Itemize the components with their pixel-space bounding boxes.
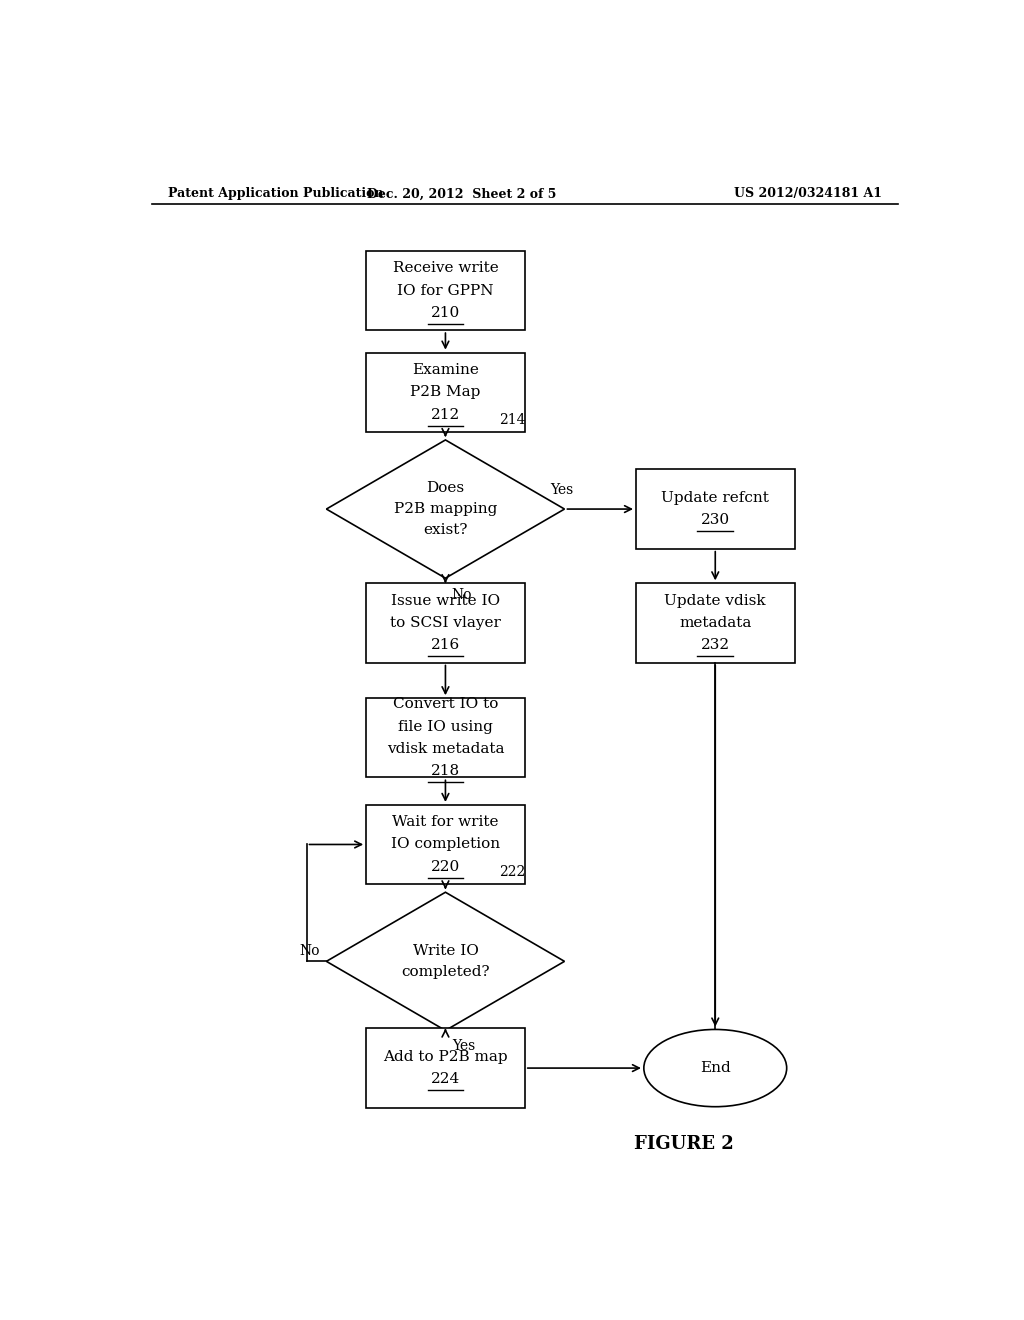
Text: to SCSI vlayer: to SCSI vlayer: [390, 616, 501, 630]
FancyBboxPatch shape: [636, 583, 795, 663]
Text: Convert IO to: Convert IO to: [393, 697, 498, 711]
Text: 218: 218: [431, 764, 460, 779]
Text: 224: 224: [431, 1072, 460, 1086]
Text: Dec. 20, 2012  Sheet 2 of 5: Dec. 20, 2012 Sheet 2 of 5: [367, 187, 556, 201]
FancyBboxPatch shape: [367, 698, 524, 777]
Text: P2B Map: P2B Map: [411, 385, 480, 399]
FancyBboxPatch shape: [367, 1028, 524, 1107]
Text: Wait for write: Wait for write: [392, 816, 499, 829]
Text: file IO using: file IO using: [398, 719, 493, 734]
Text: metadata: metadata: [679, 616, 752, 630]
FancyBboxPatch shape: [636, 470, 795, 549]
Text: exist?: exist?: [423, 524, 468, 537]
Text: Update vdisk: Update vdisk: [665, 594, 766, 607]
Text: Write IO: Write IO: [413, 944, 478, 958]
Text: FIGURE 2: FIGURE 2: [634, 1135, 733, 1154]
Text: Update refcnt: Update refcnt: [662, 491, 769, 504]
FancyBboxPatch shape: [367, 583, 524, 663]
Text: 230: 230: [700, 513, 730, 527]
FancyBboxPatch shape: [367, 805, 524, 884]
Text: Examine: Examine: [412, 363, 479, 376]
Text: P2B mapping: P2B mapping: [394, 502, 497, 516]
Text: No: No: [452, 589, 472, 602]
Text: IO completion: IO completion: [391, 837, 500, 851]
Polygon shape: [327, 892, 564, 1031]
FancyBboxPatch shape: [367, 352, 524, 432]
Text: Receive write: Receive write: [392, 261, 499, 275]
Text: Yes: Yes: [550, 483, 573, 496]
Text: Does: Does: [426, 480, 465, 495]
Text: Add to P2B map: Add to P2B map: [383, 1049, 508, 1064]
Text: 232: 232: [700, 639, 730, 652]
Text: 222: 222: [499, 865, 525, 879]
Text: No: No: [300, 944, 321, 958]
Text: US 2012/0324181 A1: US 2012/0324181 A1: [734, 187, 882, 201]
Text: Patent Application Publication: Patent Application Publication: [168, 187, 383, 201]
Text: Issue write IO: Issue write IO: [391, 594, 500, 607]
Ellipse shape: [644, 1030, 786, 1106]
Text: IO for GPPN: IO for GPPN: [397, 284, 494, 297]
Text: 216: 216: [431, 639, 460, 652]
Text: 212: 212: [431, 408, 460, 421]
Text: End: End: [699, 1061, 731, 1074]
Text: 210: 210: [431, 306, 460, 319]
Text: 214: 214: [499, 413, 525, 426]
Text: Yes: Yes: [452, 1039, 475, 1052]
Text: completed?: completed?: [401, 965, 489, 979]
Polygon shape: [327, 440, 564, 578]
FancyBboxPatch shape: [367, 251, 524, 330]
Text: vdisk metadata: vdisk metadata: [387, 742, 504, 756]
Text: 220: 220: [431, 859, 460, 874]
